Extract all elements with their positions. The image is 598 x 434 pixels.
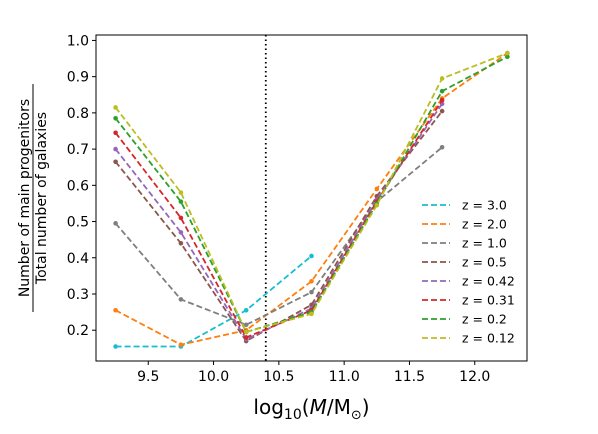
y-axis-label-denominator: Total number of galaxies — [34, 112, 50, 285]
x-axis-label: log10(M/M⊙) — [253, 395, 369, 423]
data-point — [439, 108, 445, 114]
series-0 — [113, 253, 314, 349]
legend-entry-6: z = 0.2 — [422, 312, 507, 327]
legend-entry-7: z = 0.12 — [422, 331, 515, 346]
legend-label: z = 0.2 — [462, 312, 507, 327]
y-tick-label: 0.9 — [67, 70, 89, 86]
legend-entry-1: z = 2.0 — [422, 217, 507, 232]
legend-entry-2: z = 1.0 — [422, 236, 507, 251]
y-tick-label: 0.8 — [67, 106, 89, 122]
x-tick-label: 10.5 — [263, 369, 294, 385]
x-tick-label: 9.5 — [137, 369, 159, 385]
y-tick-label: 0.2 — [67, 323, 89, 339]
y-tick-label: 0.5 — [67, 215, 89, 231]
data-point — [243, 329, 249, 335]
data-point — [178, 240, 184, 246]
y-tick-label: 0.6 — [67, 178, 89, 194]
data-point — [178, 215, 184, 221]
data-point — [243, 322, 249, 328]
data-point — [439, 76, 445, 81]
data-point — [113, 105, 118, 110]
series-line — [114, 110, 443, 343]
data-point — [113, 307, 118, 313]
data-point — [505, 50, 510, 56]
data-point — [309, 289, 314, 295]
legend-label: z = 0.31 — [462, 293, 515, 308]
data-point — [439, 97, 445, 103]
y-axis-label: Number of main progenitors Total number o… — [17, 84, 50, 312]
data-point — [178, 342, 184, 348]
data-point — [243, 335, 249, 340]
data-point — [309, 302, 314, 308]
data-point — [178, 230, 184, 235]
legend-label: z = 0.42 — [462, 274, 515, 289]
y-tick-label: 0.7 — [67, 142, 89, 158]
y-axis-label-numerator: Number of main progenitors — [17, 99, 33, 297]
data-point — [374, 186, 380, 192]
data-point — [113, 130, 118, 136]
data-point — [439, 144, 445, 150]
legend-entry-0: z = 3.0 — [422, 198, 507, 213]
legend-entry-3: z = 0.5 — [422, 255, 507, 270]
legend-entry-4: z = 0.42 — [422, 274, 515, 289]
y-tick-label: 0.4 — [67, 251, 89, 267]
data-point — [309, 279, 314, 284]
x-tick-label: 10.0 — [198, 369, 229, 385]
series-line — [114, 146, 443, 326]
data-point — [309, 253, 314, 259]
data-point — [178, 199, 184, 204]
data-point — [113, 116, 118, 121]
x-tick-label: 11.5 — [394, 369, 425, 385]
data-point — [113, 146, 118, 152]
x-tick-label: 11.0 — [329, 369, 360, 385]
axes: 9.5 10.0 10.5 11.0 11.5 12.0 0.2 0.3 0.4 0.5 0.6 0.… — [17, 33, 528, 423]
series-line — [115, 255, 313, 348]
data-point — [243, 307, 249, 313]
data-point — [178, 190, 184, 195]
data-point — [309, 311, 314, 317]
data-point — [439, 88, 445, 94]
legend-entry-5: z = 0.31 — [422, 293, 515, 308]
legend-label: z = 3.0 — [462, 198, 507, 213]
data-point — [374, 202, 380, 208]
legend: z = 3.0 z = 2.0 z = 1.0 z = 0.5 z = 0.42 z = … — [422, 198, 515, 346]
plot-frame — [95, 34, 528, 362]
y-tick-label: 1.0 — [67, 33, 89, 49]
data-point — [113, 344, 118, 349]
data-point — [178, 297, 184, 302]
y-tick-label: 0.3 — [67, 287, 89, 303]
data-point — [113, 159, 118, 165]
x-tick-label: 12.0 — [459, 369, 490, 385]
series-3 — [113, 108, 445, 344]
data-area — [113, 35, 510, 361]
legend-label: z = 2.0 — [462, 217, 507, 232]
data-point — [505, 54, 510, 60]
series-7 — [113, 50, 510, 335]
legend-label: z = 0.5 — [462, 255, 507, 270]
legend-label: z = 1.0 — [462, 236, 507, 251]
legend-label: z = 0.12 — [462, 331, 515, 346]
data-point — [113, 221, 118, 226]
data-marks — [113, 35, 510, 361]
